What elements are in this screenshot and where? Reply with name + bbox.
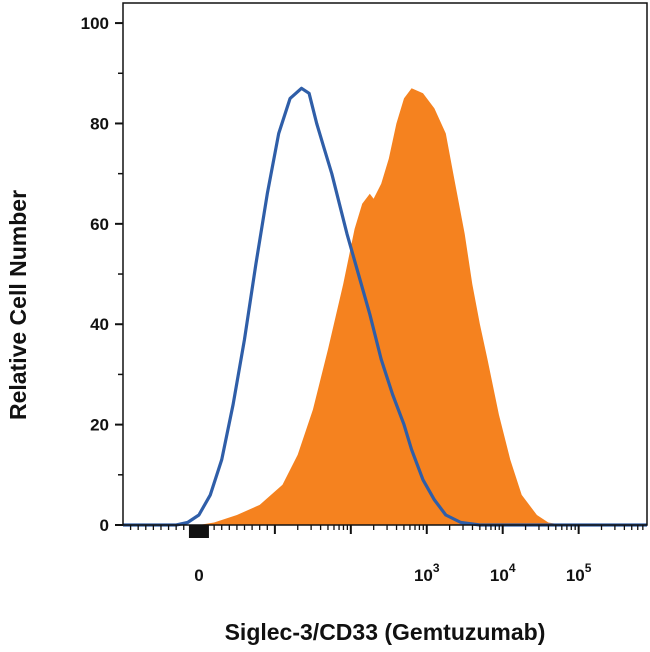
y-axis: 0 20 40 60 80 100 (81, 14, 123, 535)
x-axis: 0 103 104 105 (129, 525, 644, 585)
x-zero-tick-band (188, 525, 209, 538)
y-tick-label: 20 (90, 416, 109, 435)
series-filled-histogram (123, 88, 647, 526)
x-tick-label: 103 (414, 561, 440, 585)
y-tick-label: 0 (100, 516, 109, 535)
series-outline-histogram (123, 86, 647, 527)
plot-area (123, 86, 647, 527)
x-tick-label: 0 (194, 566, 203, 585)
y-tick-label: 60 (90, 215, 109, 234)
y-tick-label: 100 (81, 14, 109, 33)
x-tick-label: 105 (566, 561, 592, 585)
plot-frame (122, 2, 648, 526)
x-tick-label: 104 (490, 561, 516, 585)
x-axis-title: Siglec-3/CD33 (Gemtuzumab) (225, 619, 546, 645)
y-tick-label: 40 (90, 315, 109, 334)
y-tick-label: 80 (90, 114, 109, 133)
plot-border (122, 2, 648, 526)
y-axis-title: Relative Cell Number (5, 190, 31, 420)
